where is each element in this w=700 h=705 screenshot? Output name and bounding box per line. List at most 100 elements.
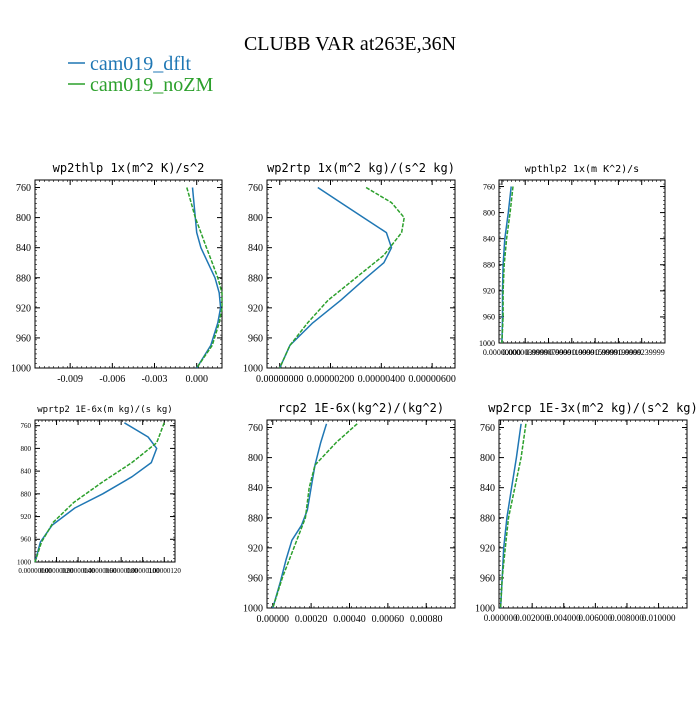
x-tick-label: 0.00000060 xyxy=(83,567,117,575)
legend-label-nozm: cam019_noZM xyxy=(90,74,214,96)
y-tick-label: 840 xyxy=(483,234,495,243)
x-tick-label: 0.00000040 xyxy=(61,567,95,575)
series-line-dflt xyxy=(501,186,512,344)
panels: wp2thlp 1x(m^2 K)/s^2 760 800 840 880 920 960 1… xyxy=(11,161,698,625)
panel-title: wprtp2 1E-6x(m kg)/(s kg) xyxy=(37,405,172,415)
x-tick-label: 0.008000 xyxy=(610,613,644,623)
y-tick-label: 800 xyxy=(16,213,31,224)
minor-ticks xyxy=(267,180,455,368)
y-tick-label: 800 xyxy=(21,445,32,453)
minor-ticks xyxy=(35,420,175,562)
y-tick-label: 760 xyxy=(248,183,263,194)
panel-title: rcp2 1E-6x(kg^2)/(kg^2) xyxy=(278,401,444,415)
x-tick-label: -0.003 xyxy=(142,374,168,385)
y-tick-label: 920 xyxy=(248,543,263,554)
y-tick-label: 880 xyxy=(480,513,495,524)
legend-label-dflt: cam019_dflt xyxy=(90,53,192,75)
minor-ticks xyxy=(267,420,455,608)
series-line-nozm xyxy=(272,423,358,609)
plot-frame xyxy=(498,419,688,609)
series-line-dflt xyxy=(499,423,522,609)
x-tick-label: 0.00000020 xyxy=(40,567,74,575)
x-tick-label: 0.00000120 xyxy=(148,567,182,575)
panel-title: wpthlp2 1x(m K^2)/s xyxy=(525,164,639,175)
series-line-nozm xyxy=(499,423,527,609)
y-tick-label: 920 xyxy=(21,513,32,521)
x-tick-label: 0.00000600 xyxy=(408,374,456,385)
y-tick-label: 960 xyxy=(483,313,495,322)
panel-6: wp2rcp 1E-3x(m^2 kg)/(s^2 kg) 760 800 840 88… xyxy=(475,401,698,623)
plot-frame xyxy=(266,419,456,609)
y-tick-label: 960 xyxy=(248,573,263,584)
y-tick-label: 880 xyxy=(248,273,263,284)
panel-1: wp2thlp 1x(m^2 K)/s^2 760 800 840 880 920 960 1… xyxy=(11,161,223,385)
x-tick-label: 0.0000039999 xyxy=(502,348,548,357)
panel-4: wprtp2 1E-6x(m kg)/(s kg) 760 800 840 880 920… xyxy=(17,405,181,575)
y-tick-label: 920 xyxy=(483,287,495,296)
y-tick-label: 840 xyxy=(248,243,263,254)
y-tick-label: 840 xyxy=(21,468,32,476)
y-tick-label: 840 xyxy=(480,483,495,494)
series-line-dflt xyxy=(191,187,222,369)
y-tick-label: 880 xyxy=(21,490,32,498)
x-tick-label: 0.0000119999 xyxy=(549,348,595,357)
y-tick-label: 960 xyxy=(248,333,263,344)
x-tick-label: 0.00000400 xyxy=(358,374,406,385)
panel-title: wp2thlp 1x(m^2 K)/s^2 xyxy=(53,161,205,175)
y-tick-label: 760 xyxy=(16,183,31,194)
y-tick-label: 960 xyxy=(480,573,495,584)
y-tick-label: 880 xyxy=(16,273,31,284)
y-tick-label: 1000 xyxy=(17,558,32,566)
y-tick-label: 1000 xyxy=(475,604,495,615)
x-tick-label: 0.004000 xyxy=(547,613,581,623)
y-tick-label: 800 xyxy=(483,208,495,217)
y-tick-label: 800 xyxy=(480,453,495,464)
series-line-dflt xyxy=(34,422,158,563)
y-tick-label: 1000 xyxy=(479,339,495,348)
y-tick-label: 1000 xyxy=(243,604,263,615)
series-line-dflt xyxy=(272,423,328,609)
x-tick-label: 0.00080 xyxy=(410,614,443,625)
x-tick-label: 0.010000 xyxy=(642,613,676,623)
y-tick-label: 920 xyxy=(16,303,31,314)
series-line-nozm xyxy=(279,186,405,369)
y-tick-label: 760 xyxy=(248,423,263,434)
y-tick-label: 920 xyxy=(248,303,263,314)
y-tick-label: 760 xyxy=(480,423,495,434)
x-tick-label: 0.0000079999 xyxy=(526,348,572,357)
plot-frame xyxy=(34,419,176,563)
x-tick-label: 0.00060 xyxy=(372,614,405,625)
panel-5: rcp2 1E-6x(kg^2)/(kg^2) 760 800 840 880 920 96… xyxy=(243,401,456,625)
minor-ticks xyxy=(499,180,665,343)
x-tick-label: 0.002000 xyxy=(515,613,549,623)
x-tick-label: 0.00040 xyxy=(333,614,366,625)
y-tick-label: 840 xyxy=(248,483,263,494)
y-tick-label: 880 xyxy=(483,261,495,270)
panel-3: wpthlp2 1x(m K^2)/s 760 800 840 880 920 960 100… xyxy=(479,164,666,357)
series-line-nozm xyxy=(186,187,223,369)
y-tick-label: 800 xyxy=(248,213,263,224)
y-tick-label: 960 xyxy=(21,536,32,544)
y-tick-label: 1000 xyxy=(243,364,263,375)
x-tick-label: 0.00000000 xyxy=(256,374,304,385)
panel-2: wp2rtp 1x(m^2 kg)/(s^2 kg) 760 800 840 880 92… xyxy=(243,161,456,385)
panel-title: wp2rtp 1x(m^2 kg)/(s^2 kg) xyxy=(267,161,455,175)
x-tick-label: 0.00020 xyxy=(295,614,328,625)
x-tick-label: 0.00000080 xyxy=(105,567,139,575)
x-tick-label: 0.00000000 xyxy=(18,567,52,575)
x-tick-label: 0.00000000 xyxy=(483,348,521,357)
x-tick-label: 0.000000 xyxy=(484,613,518,623)
y-tick-label: 920 xyxy=(480,543,495,554)
y-tick-label: 960 xyxy=(16,333,31,344)
x-tick-label: -0.009 xyxy=(57,374,83,385)
y-tick-label: 800 xyxy=(248,453,263,464)
y-tick-label: 840 xyxy=(16,243,31,254)
y-tick-label: 880 xyxy=(248,513,263,524)
x-tick-label: -0.006 xyxy=(99,374,125,385)
x-tick-label: 0.0000199999 xyxy=(595,348,641,357)
y-tick-label: 760 xyxy=(21,422,32,430)
x-tick-label: 0.00000 xyxy=(257,614,290,625)
x-tick-label: 0.0000159999 xyxy=(572,348,618,357)
